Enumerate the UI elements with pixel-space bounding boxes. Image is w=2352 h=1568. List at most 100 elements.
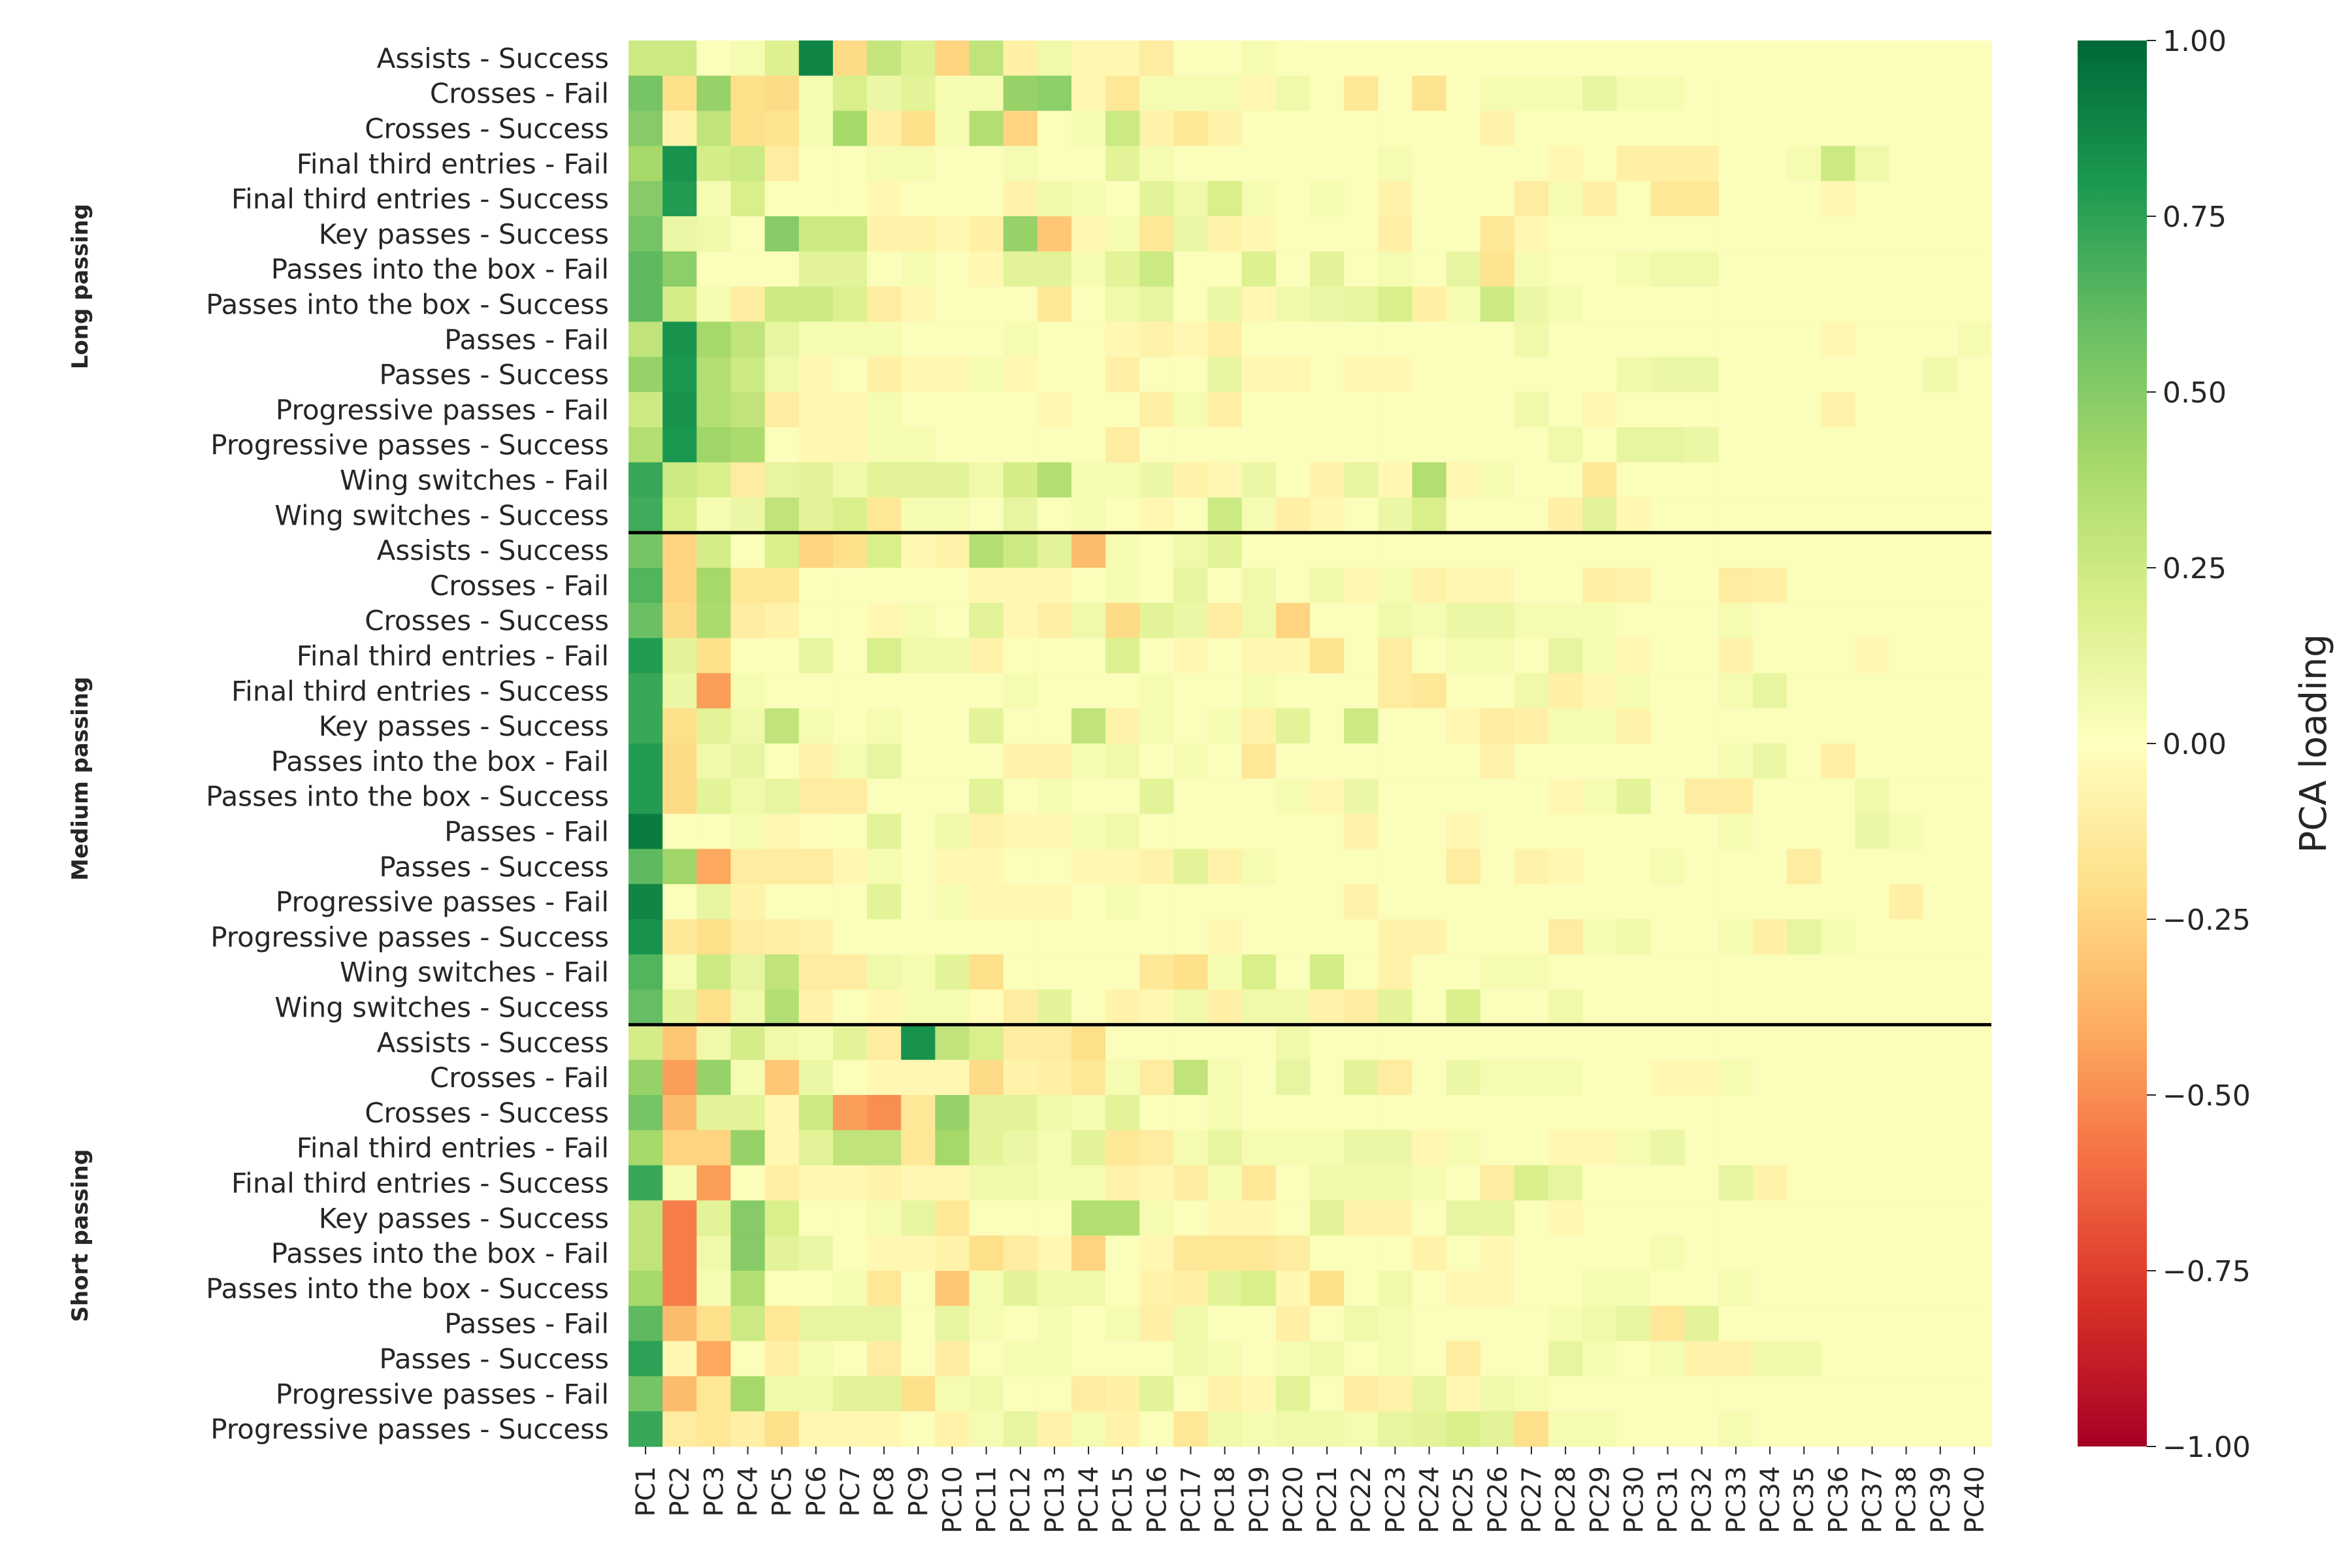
heatmap-cell bbox=[832, 989, 868, 1025]
heatmap-cell bbox=[1241, 1165, 1277, 1201]
column-label: PC12 bbox=[1006, 1466, 1036, 1533]
heatmap-cell bbox=[1378, 1271, 1413, 1307]
heatmap-cell bbox=[867, 602, 902, 639]
heatmap-cell bbox=[662, 1165, 697, 1201]
heatmap-cell bbox=[1889, 1165, 1924, 1201]
heatmap-cell bbox=[1378, 849, 1413, 885]
heatmap-cell bbox=[1923, 884, 1958, 920]
heatmap-cell bbox=[1616, 497, 1652, 533]
heatmap-cell bbox=[1480, 321, 1515, 357]
heatmap-cell bbox=[1412, 462, 1447, 498]
heatmap-cell bbox=[1480, 427, 1515, 463]
heatmap-cell bbox=[1616, 919, 1652, 955]
heatmap-cell bbox=[764, 462, 800, 498]
heatmap-cell bbox=[1310, 919, 1345, 955]
column-label: PC40 bbox=[1960, 1466, 1990, 1533]
heatmap-cell bbox=[1275, 357, 1311, 393]
heatmap-cell bbox=[1787, 462, 1821, 498]
heatmap-cell bbox=[730, 1060, 766, 1096]
heatmap-cell bbox=[1446, 1305, 1481, 1342]
heatmap-cell bbox=[1310, 41, 1345, 76]
heatmap-cell bbox=[1480, 357, 1515, 393]
heatmap-cell bbox=[629, 602, 663, 639]
heatmap-cell bbox=[1616, 110, 1652, 146]
heatmap-cell bbox=[1650, 849, 1686, 885]
heatmap-cell bbox=[1105, 181, 1140, 217]
heatmap-cell bbox=[1855, 708, 1890, 744]
heatmap-cell bbox=[1787, 427, 1821, 463]
column-label: PC21 bbox=[1313, 1466, 1343, 1533]
heatmap-cell bbox=[1003, 673, 1038, 709]
heatmap-cell bbox=[1752, 497, 1788, 533]
heatmap-cell bbox=[1207, 638, 1243, 674]
heatmap-cell bbox=[1616, 41, 1652, 76]
heatmap-cell bbox=[1752, 251, 1788, 287]
heatmap-cell bbox=[1480, 251, 1515, 287]
heatmap-cell bbox=[1752, 638, 1788, 674]
heatmap-cell bbox=[1446, 1130, 1481, 1166]
heatmap-cell bbox=[935, 75, 970, 112]
row-label: Progressive passes - Success bbox=[210, 1413, 609, 1445]
heatmap-cell bbox=[1787, 1235, 1821, 1271]
heatmap-cell bbox=[1173, 743, 1209, 779]
heatmap-cell bbox=[629, 1200, 663, 1236]
heatmap-cell bbox=[1275, 743, 1311, 779]
heatmap-cell bbox=[1718, 1165, 1754, 1201]
heatmap-cell bbox=[867, 1376, 902, 1412]
heatmap-cell bbox=[1752, 884, 1788, 920]
column-label: PC11 bbox=[972, 1466, 1002, 1533]
heatmap-cell bbox=[1889, 181, 1924, 217]
heatmap-cell bbox=[969, 1165, 1004, 1201]
heatmap-cell bbox=[1718, 1235, 1754, 1271]
heatmap-cell bbox=[1855, 1130, 1890, 1166]
heatmap-cell bbox=[1241, 1235, 1277, 1271]
heatmap-cell bbox=[832, 884, 868, 920]
column-label: PC14 bbox=[1074, 1466, 1104, 1533]
heatmap-cell bbox=[832, 1305, 868, 1342]
heatmap-cell bbox=[1514, 286, 1549, 322]
heatmap-cell bbox=[1446, 708, 1481, 744]
column-label: PC9 bbox=[904, 1466, 934, 1517]
heatmap-cell bbox=[969, 1200, 1004, 1236]
group-label: Short passing bbox=[67, 1149, 93, 1322]
heatmap-cell bbox=[1480, 673, 1515, 709]
heatmap-cell bbox=[1446, 321, 1481, 357]
heatmap-cell bbox=[1821, 321, 1855, 357]
heatmap-cell bbox=[798, 743, 834, 779]
heatmap-cell bbox=[1787, 321, 1821, 357]
heatmap-cell bbox=[1889, 602, 1924, 639]
heatmap-cell bbox=[1241, 251, 1277, 287]
heatmap-cell bbox=[798, 146, 834, 182]
heatmap-cell bbox=[901, 1024, 936, 1060]
heatmap-cell bbox=[1514, 708, 1549, 744]
heatmap-cell bbox=[730, 568, 766, 604]
heatmap-cell bbox=[832, 602, 868, 639]
heatmap-cell bbox=[1821, 1024, 1855, 1060]
heatmap-cell bbox=[696, 1376, 732, 1412]
heatmap-cell bbox=[1412, 1341, 1447, 1377]
heatmap-cell bbox=[1275, 954, 1311, 990]
heatmap-cell bbox=[1616, 286, 1652, 322]
heatmap-cell bbox=[730, 75, 766, 112]
heatmap-cell bbox=[1514, 884, 1549, 920]
heatmap-cell bbox=[1344, 1060, 1379, 1096]
heatmap-cell bbox=[798, 954, 834, 990]
heatmap-cell bbox=[935, 1376, 970, 1412]
heatmap-cell bbox=[1752, 1305, 1788, 1342]
heatmap-cell bbox=[1378, 1095, 1413, 1131]
row-label: Wing switches - Fail bbox=[340, 465, 609, 497]
heatmap-cell bbox=[1787, 1024, 1821, 1060]
heatmap-cell bbox=[867, 216, 902, 252]
heatmap-cell bbox=[1446, 1060, 1481, 1096]
heatmap-cell bbox=[901, 1235, 936, 1271]
heatmap-cell bbox=[1446, 146, 1481, 182]
heatmap-cell bbox=[1003, 321, 1038, 357]
heatmap-cell bbox=[1821, 1060, 1855, 1096]
heatmap-cell bbox=[1821, 357, 1855, 393]
heatmap-cell bbox=[901, 1411, 936, 1447]
column-label: PC2 bbox=[665, 1466, 695, 1517]
heatmap-cell bbox=[662, 392, 697, 428]
heatmap-cell bbox=[1923, 673, 1958, 709]
heatmap-cell bbox=[1821, 638, 1855, 674]
heatmap-cell bbox=[1821, 778, 1855, 815]
